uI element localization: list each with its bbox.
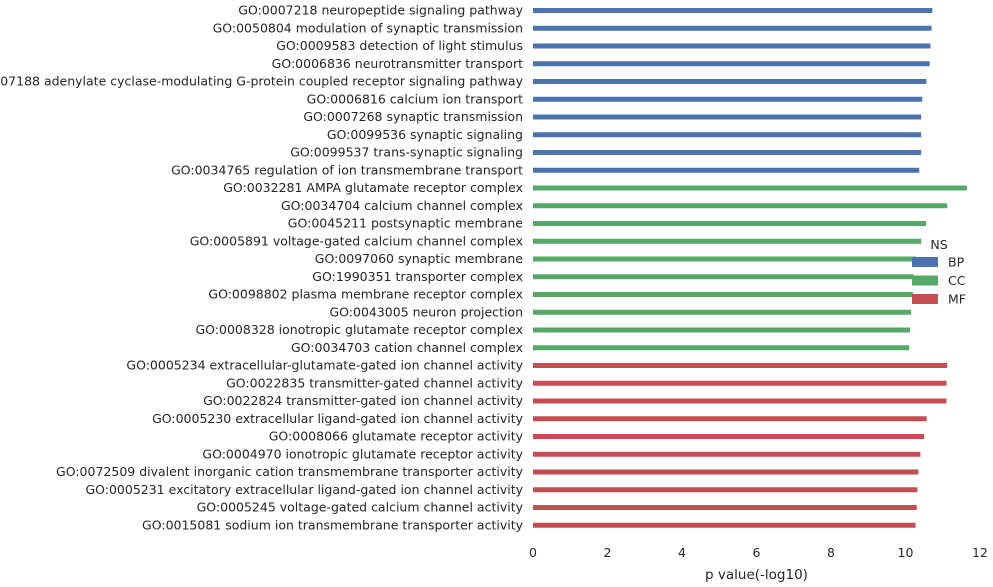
y-tick-label: GO:0072509 divalent inorganic cation tra…	[56, 464, 524, 479]
y-tick-label: GO:0008066 glutamate receptor activity	[269, 429, 524, 444]
bar-bp	[533, 132, 922, 138]
x-tick-label: 6	[753, 545, 761, 560]
bar-cc	[533, 274, 914, 280]
bar-bp	[533, 43, 931, 49]
bars-layer	[533, 8, 967, 528]
legend-label-cc: CC	[948, 273, 966, 288]
bar-mf	[533, 363, 948, 368]
bar-mf	[533, 505, 917, 510]
bar-mf	[533, 487, 918, 493]
y-tick-label: GO:0005891 voltage-gated calcium channel…	[190, 233, 523, 248]
bar-mf	[533, 380, 947, 386]
y-tick-label: GO:0005231 excitatory extracellular liga…	[85, 482, 523, 497]
bar-mf	[533, 398, 947, 404]
bar-bp	[533, 96, 923, 102]
y-tick-label: GO:0015081 sodium ion transmembrane tran…	[142, 517, 524, 532]
y-tick-label: GO:0099536 synaptic signaling	[327, 127, 523, 142]
legend-label-bp: BP	[948, 255, 965, 270]
x-tick-labels: 0 2 4 6 8 10 12	[529, 545, 988, 560]
y-tick-label: GO:0045211 postsynaptic membrane	[288, 216, 524, 231]
bar-mf	[533, 469, 919, 475]
bar-bp	[533, 61, 930, 67]
y-tick-label: GO:0005245 voltage-gated calcium channel…	[197, 500, 524, 515]
y-tick-label: GO:0022835 transmitter-gated channel act…	[226, 375, 523, 390]
x-tick-label: 10	[898, 545, 914, 560]
bar-bp	[533, 79, 927, 84]
bar-cc	[533, 256, 916, 262]
bar-cc	[533, 203, 948, 209]
bar-cc	[533, 345, 910, 351]
y-tick-label: GO:0007188 adenylate cyclase-modulating …	[0, 74, 524, 89]
bar-cc	[533, 238, 922, 244]
y-tick-label: GO:0050804 modulation of synaptic transm…	[213, 20, 523, 35]
legend-swatch-bp	[912, 257, 938, 267]
bar-cc	[533, 221, 926, 226]
bar-bp	[533, 8, 933, 13]
bar-bp	[533, 114, 922, 120]
bar-mf	[533, 434, 925, 439]
bar-bp	[533, 167, 920, 173]
y-tick-label: GO:0098802 plasma membrane receptor comp…	[208, 287, 523, 302]
y-tick-label: GO:0043005 neuron projection	[329, 304, 523, 319]
x-tick-label: 8	[827, 545, 835, 560]
y-tick-label: GO:0006836 neurotransmitter transport	[272, 56, 523, 71]
y-tick-label: GO:0005234 extracellular-glutamate-gated…	[126, 358, 523, 373]
y-tick-label: GO:0097060 synaptic membrane	[315, 251, 524, 266]
bar-mf	[533, 451, 921, 457]
bar-cc	[533, 309, 912, 315]
legend-label-mf: MF	[948, 292, 966, 307]
bar-cc	[533, 327, 910, 333]
legend-title: NS	[930, 237, 947, 252]
legend-swatch-cc	[912, 275, 938, 286]
y-tick-label: GO:0007218 neuropeptide signaling pathwa…	[238, 3, 523, 18]
y-tick-label: GO:0034765 regulation of ion transmembra…	[171, 162, 523, 177]
y-tick-label: GO:0034703 cation channel complex	[291, 340, 523, 355]
y-tick-label: GO:0022824 transmitter-gated ion channel…	[203, 393, 524, 408]
bar-bp	[533, 150, 922, 155]
x-axis-label: p value(-log10)	[705, 567, 808, 583]
x-tick-label: 2	[604, 545, 612, 560]
legend-swatch-mf	[912, 294, 938, 304]
y-tick-label: GO:0032281 AMPA glutamate receptor compl…	[223, 180, 523, 195]
bar-mf	[533, 522, 916, 528]
x-tick-label: 0	[529, 545, 537, 560]
y-tick-label: GO:0006816 calcium ion transport	[307, 91, 523, 106]
bar-cc	[533, 292, 913, 297]
y-tick-label: GO:0007268 synaptic transmission	[303, 109, 523, 124]
x-tick-label: 4	[678, 545, 686, 560]
y-tick-label: GO:0008328 ionotropic glutamate receptor…	[196, 322, 524, 337]
y-tick-labels: GO:0007218 neuropeptide signaling pathwa…	[0, 3, 524, 533]
y-tick-label: GO:1990351 transporter complex	[312, 269, 523, 284]
bar-bp	[533, 25, 932, 31]
y-tick-label: GO:0009583 detection of light stimulus	[276, 38, 523, 53]
y-tick-label: GO:0004970 ionotropic glutamate receptor…	[202, 446, 523, 461]
bar-mf	[533, 416, 927, 422]
y-tick-label: GO:0005230 extracellular ligand-gated io…	[152, 411, 524, 426]
x-tick-label: 12	[972, 545, 988, 560]
y-tick-label: GO:0099537 trans-synaptic signaling	[290, 145, 523, 160]
bar-cc	[533, 185, 967, 191]
y-tick-label: GO:0034704 calcium channel complex	[281, 198, 523, 213]
